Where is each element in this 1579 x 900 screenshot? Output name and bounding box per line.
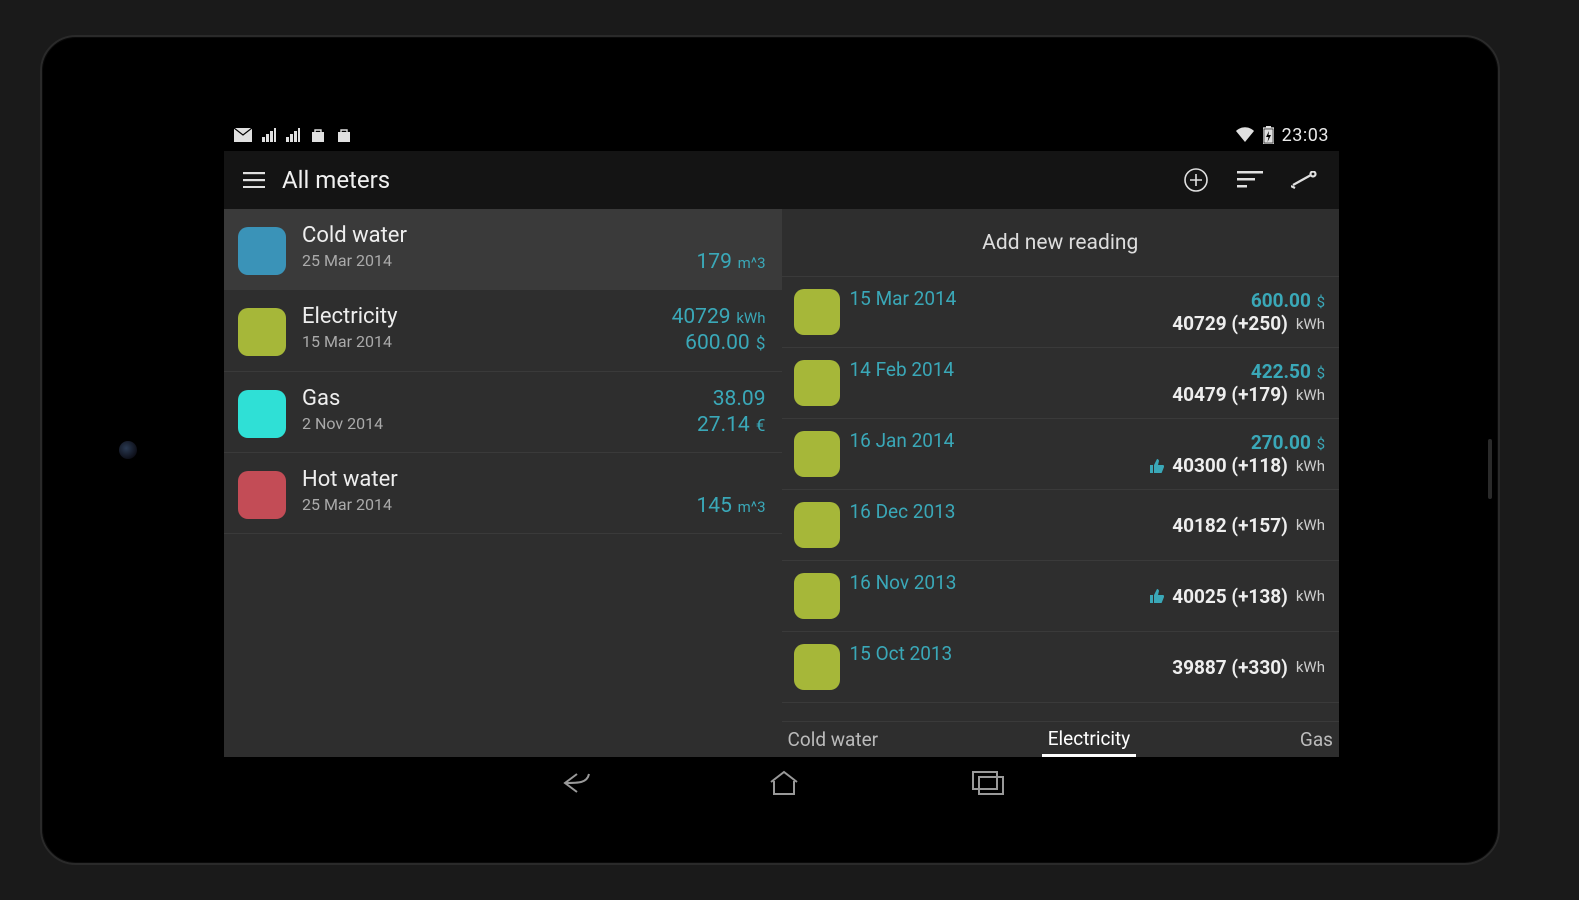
meter-values: 179 m^3: [697, 249, 766, 275]
meter-values: 38.0927.14 €: [697, 386, 766, 439]
tablet-bezel: 23:03 All meters: [40, 35, 1500, 865]
action-bar: All meters: [224, 151, 1339, 209]
reading-amount: 40479 (+179)kWh: [1172, 383, 1325, 406]
sort-button[interactable]: [1237, 171, 1263, 189]
reading-date: 14 Feb 2014: [850, 358, 955, 381]
reading-cost: 600.00 $: [1172, 289, 1325, 312]
reading-item[interactable]: 16 Jan 2014 270.00 $40300 (+118)kWh: [782, 419, 1340, 490]
reading-amount: 40729 (+250)kWh: [1172, 312, 1325, 335]
meter-item[interactable]: Electricity 15 Mar 201440729 kWh600.00 $: [224, 290, 782, 372]
reading-values: 40182 (+157)kWh: [1172, 514, 1325, 537]
reading-item[interactable]: 15 Oct 2013 39887 (+330)kWh: [782, 632, 1340, 703]
meter-values: 40729 kWh600.00 $: [672, 304, 766, 357]
meter-text: Gas 2 Nov 2014: [302, 386, 697, 433]
side-button: [1488, 439, 1492, 499]
meter-value-line: 40729 kWh: [672, 304, 766, 330]
reading-color-swatch: [794, 502, 840, 548]
meter-item[interactable]: Hot water 25 Mar 2014145 m^3: [224, 453, 782, 534]
meter-text: Electricity 15 Mar 2014: [302, 304, 672, 351]
meter-text: Cold water 25 Mar 2014: [302, 223, 697, 270]
meter-color-swatch: [238, 390, 286, 438]
reading-item[interactable]: 15 Mar 2014 600.00 $40729 (+250)kWh: [782, 277, 1340, 348]
meter-color-swatch: [238, 308, 286, 356]
reading-color-swatch: [794, 360, 840, 406]
meter-color-swatch: [238, 227, 286, 275]
meter-value-line: 179 m^3: [697, 249, 766, 275]
meter-value-line: 600.00 $: [672, 330, 766, 356]
meter-text: Hot water 25 Mar 2014: [302, 467, 697, 514]
bottom-tabs: Cold water Electricity Gas: [782, 721, 1340, 757]
meter-item[interactable]: Cold water 25 Mar 2014179 m^3: [224, 209, 782, 290]
reading-amount: 40182 (+157)kWh: [1172, 514, 1325, 537]
reading-date: 15 Mar 2014: [850, 287, 957, 310]
meter-date: 2 Nov 2014: [302, 414, 697, 433]
page-title: All meters: [282, 166, 390, 194]
battery-icon: [1263, 126, 1274, 144]
meter-date: 25 Mar 2014: [302, 251, 697, 270]
tab-electricity[interactable]: Electricity: [1042, 722, 1137, 757]
signal-icon-2: [286, 128, 300, 142]
menu-button[interactable]: [234, 160, 274, 200]
meter-item[interactable]: Gas 2 Nov 201438.0927.14 €: [224, 372, 782, 454]
add-reading-button[interactable]: Add new reading: [782, 209, 1340, 277]
home-button[interactable]: [767, 768, 801, 798]
store-icon-1: [310, 128, 326, 142]
reading-amount: 39887 (+330)kWh: [1172, 656, 1325, 679]
reading-cost: 270.00 $: [1148, 431, 1325, 454]
reading-color-swatch: [794, 431, 840, 477]
meter-values: 145 m^3: [697, 493, 766, 519]
reading-values: 39887 (+330)kWh: [1172, 656, 1325, 679]
meter-name: Cold water: [302, 223, 697, 249]
thumb-up-icon: [1148, 458, 1166, 474]
reading-color-swatch: [794, 573, 840, 619]
front-camera: [119, 441, 137, 459]
reading-date: 16 Nov 2013: [850, 571, 957, 594]
mail-icon: [234, 128, 252, 142]
reading-item[interactable]: 16 Nov 2013 40025 (+138)kWh: [782, 561, 1340, 632]
reading-date: 16 Dec 2013: [850, 500, 956, 523]
reading-values: 270.00 $40300 (+118)kWh: [1148, 431, 1325, 477]
tablet-inner: 23:03 All meters: [54, 49, 1486, 851]
readings-pane: Add new reading 15 Mar 2014 600.00 $40729…: [782, 209, 1340, 757]
meters-list: Cold water25 Mar 2014179 m^3Electricity1…: [224, 209, 782, 757]
meter-value-line: 27.14 €: [697, 412, 766, 438]
store-icon-2: [336, 128, 352, 142]
meter-value-line: 38.09: [697, 386, 766, 412]
wifi-icon: [1235, 127, 1255, 143]
reading-amount: 40300 (+118)kWh: [1148, 454, 1325, 477]
tab-cold-water[interactable]: Cold water: [782, 722, 885, 757]
meter-name: Electricity: [302, 304, 672, 330]
thumb-up-icon: [1148, 588, 1166, 604]
reading-color-swatch: [794, 289, 840, 335]
back-button[interactable]: [559, 768, 597, 798]
meter-date: 15 Mar 2014: [302, 332, 672, 351]
reading-amount: 40025 (+138)kWh: [1148, 585, 1325, 608]
reading-date: 15 Oct 2013: [850, 642, 953, 665]
add-button[interactable]: [1183, 167, 1209, 193]
signal-icon-1: [262, 128, 276, 142]
meter-date: 25 Mar 2014: [302, 495, 697, 514]
content: Cold water25 Mar 2014179 m^3Electricity1…: [224, 209, 1339, 757]
reading-values: 422.50 $40479 (+179)kWh: [1172, 360, 1325, 406]
reading-date: 16 Jan 2014: [850, 429, 955, 452]
status-bar: 23:03: [224, 119, 1339, 151]
meter-name: Hot water: [302, 467, 697, 493]
reading-values: 40025 (+138)kWh: [1148, 585, 1325, 608]
reading-cost: 422.50 $: [1172, 360, 1325, 383]
settings-button[interactable]: [1291, 171, 1319, 189]
reading-color-swatch: [794, 644, 840, 690]
recents-button[interactable]: [971, 770, 1005, 796]
nav-bar: [224, 757, 1339, 809]
meter-name: Gas: [302, 386, 697, 412]
reading-item[interactable]: 16 Dec 2013 40182 (+157)kWh: [782, 490, 1340, 561]
status-time: 23:03: [1282, 125, 1329, 146]
readings-list: 15 Mar 2014 600.00 $40729 (+250)kWh 14 Feb…: [782, 277, 1340, 721]
screen: 23:03 All meters: [224, 119, 1339, 809]
reading-values: 600.00 $40729 (+250)kWh: [1172, 289, 1325, 335]
reading-item[interactable]: 14 Feb 2014 422.50 $40479 (+179)kWh: [782, 348, 1340, 419]
meter-value-line: 145 m^3: [697, 493, 766, 519]
tab-gas[interactable]: Gas: [1294, 722, 1339, 757]
meter-color-swatch: [238, 471, 286, 519]
